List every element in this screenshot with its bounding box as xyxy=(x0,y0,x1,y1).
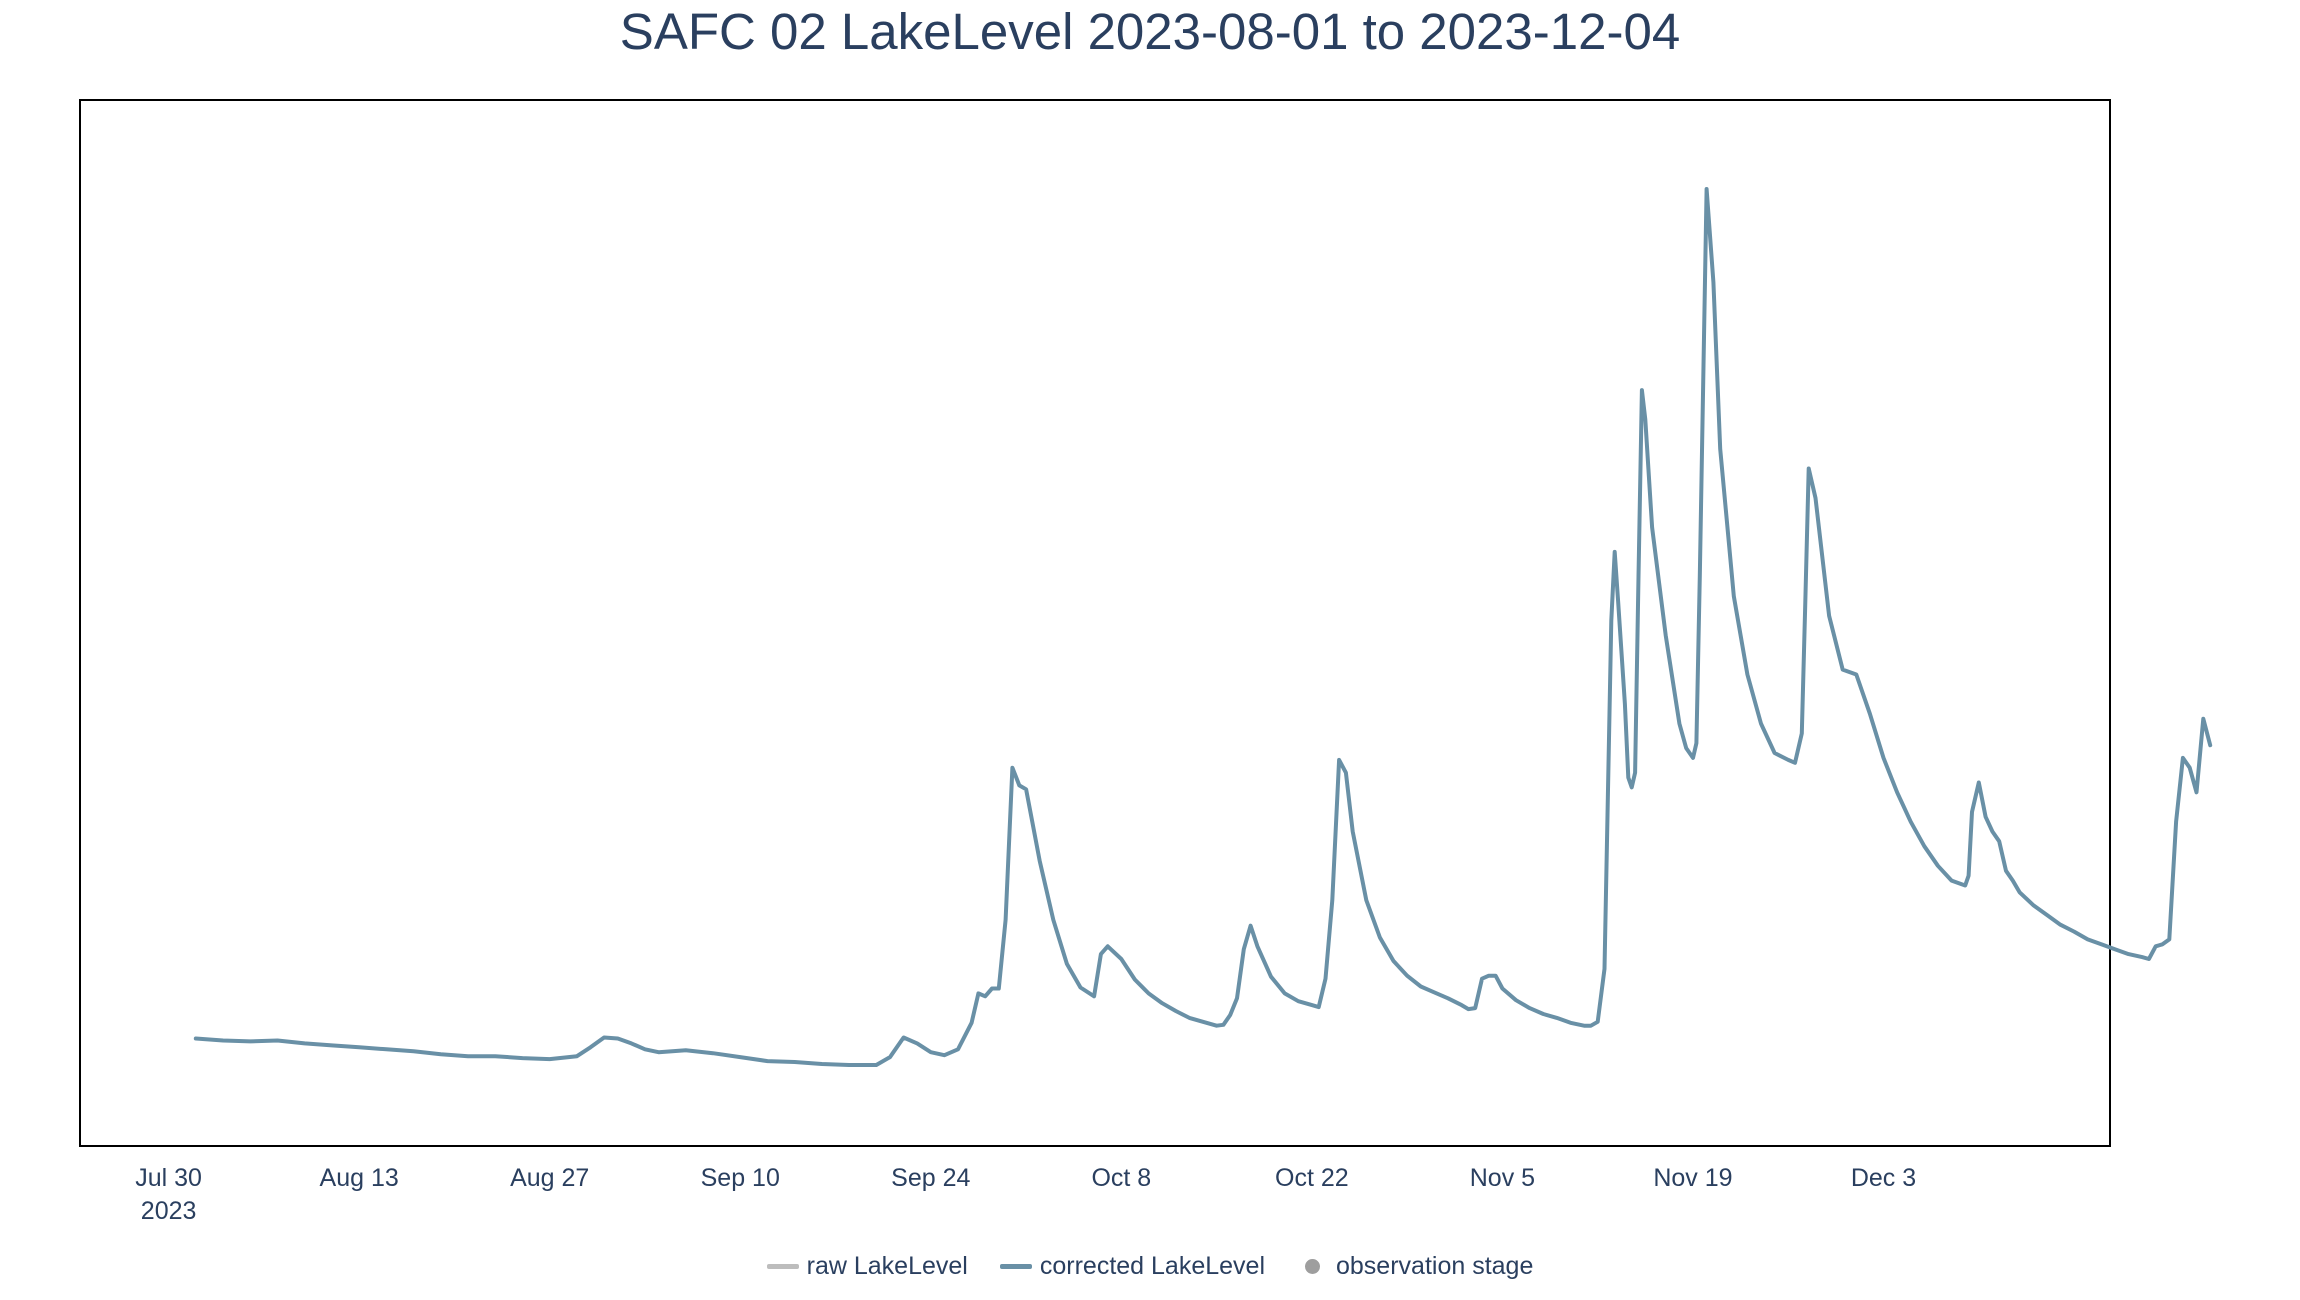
x-tick-label-0: Jul 30 xyxy=(135,1164,202,1192)
x-tick-label-5: Oct 8 xyxy=(1091,1164,1151,1192)
legend-item-corrected[interactable]: corrected LakeLevel xyxy=(999,1252,1265,1281)
x-axis: Jul 30 2023 Aug 13 Aug 27 Sep 10 Sep 24 Oct 8 O… xyxy=(135,1164,1916,1225)
legend-label-observation: observation stage xyxy=(1336,1252,1534,1280)
x-tick-label-2: Aug 27 xyxy=(510,1164,589,1192)
series-layer xyxy=(193,187,2213,1067)
x-tick-label-8: Nov 19 xyxy=(1653,1164,1732,1192)
legend-label-raw: raw LakeLevel xyxy=(806,1252,968,1280)
legend-dot-observation-icon xyxy=(1305,1259,1320,1274)
x-tick-label-7: Nov 5 xyxy=(1470,1164,1535,1192)
series-line-0[interactable] xyxy=(193,187,2213,1067)
chart-title: SAFC 02 LakeLevel 2023-08-01 to 2023-12-… xyxy=(619,3,1681,60)
legend-item-observation[interactable]: observation stage xyxy=(1297,1252,1533,1281)
x-tick-sublabel-0: 2023 xyxy=(141,1197,197,1225)
x-tick-label-9: Dec 3 xyxy=(1851,1164,1916,1192)
legend: raw LakeLevel corrected LakeLevel observ… xyxy=(0,1252,2300,1281)
legend-line-raw-icon xyxy=(766,1264,799,1269)
x-tick-label-1: Aug 13 xyxy=(320,1164,399,1192)
legend-item-raw[interactable]: raw LakeLevel xyxy=(766,1252,968,1281)
legend-label-corrected: corrected LakeLevel xyxy=(1039,1252,1265,1280)
legend-line-corrected-icon xyxy=(999,1264,1032,1269)
x-tick-label-6: Oct 22 xyxy=(1275,1164,1349,1192)
x-tick-label-3: Sep 10 xyxy=(701,1164,780,1192)
plot-frame xyxy=(79,99,2111,1147)
x-tick-label-4: Sep 24 xyxy=(891,1164,970,1192)
